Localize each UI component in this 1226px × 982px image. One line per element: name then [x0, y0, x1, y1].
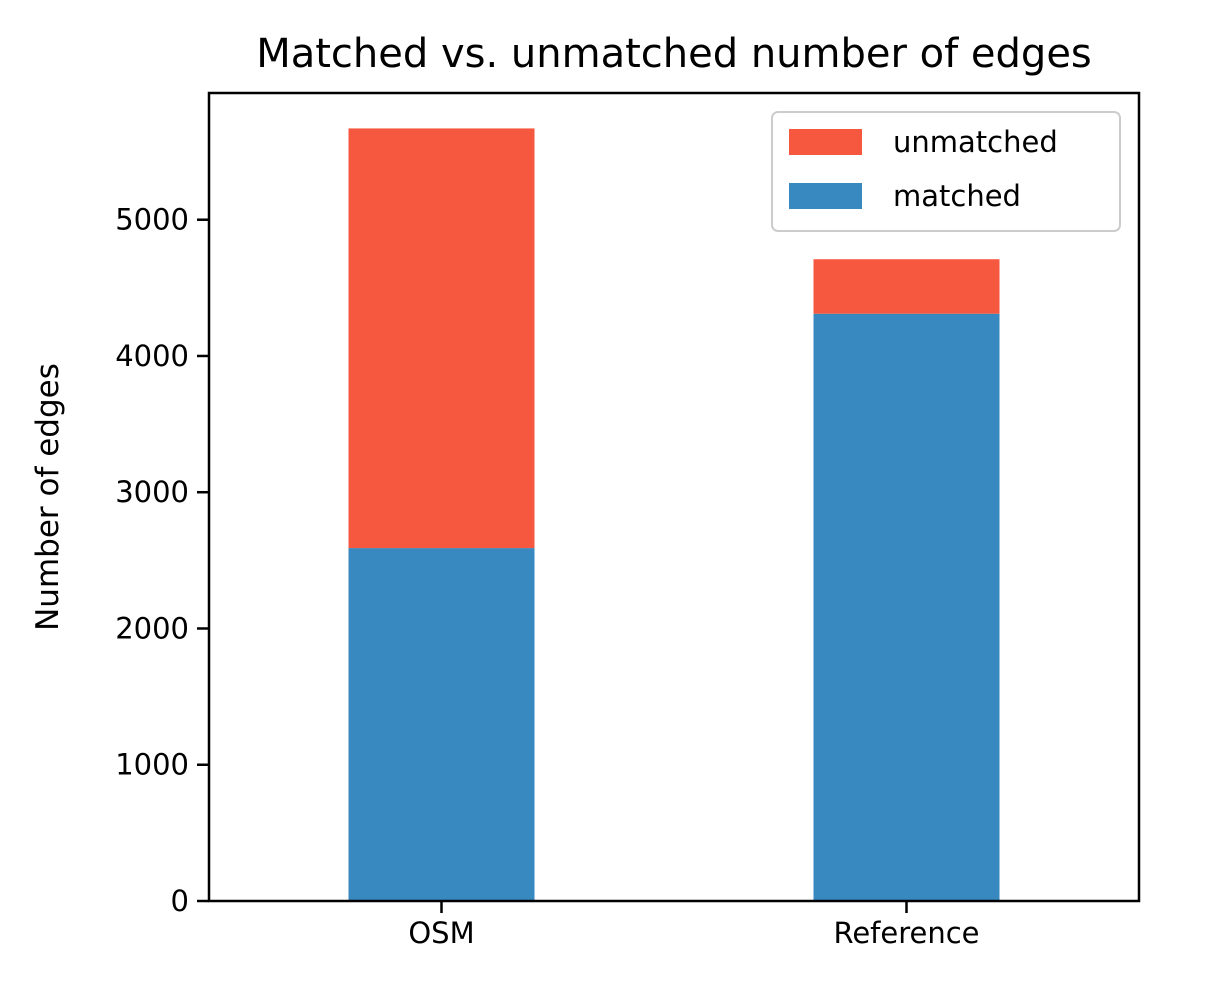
bars-group [348, 128, 1000, 901]
y-tick-label: 2000 [115, 611, 189, 645]
legend-label-unmatched: unmatched [893, 125, 1058, 159]
legend-swatch-unmatched [789, 129, 862, 155]
y-tick-label: 0 [171, 884, 189, 918]
chart-title: Matched vs. unmatched number of edges [256, 31, 1092, 77]
x-tick-label: OSM [408, 916, 474, 950]
x-tick-label: Reference [833, 916, 979, 950]
y-axis-label: Number of edges [30, 363, 66, 631]
plot-area-frame [207, 91, 1141, 903]
y-tick-label: 3000 [115, 475, 189, 509]
legend-swatch-matched [789, 183, 862, 209]
legend: unmatched matched [771, 111, 1121, 232]
y-tick-label: 5000 [115, 203, 189, 237]
bar-unmatched-reference [813, 259, 1000, 314]
bar-matched-reference [813, 313, 1000, 901]
bar-unmatched-osm [348, 128, 535, 549]
y-tick-label: 1000 [115, 748, 189, 782]
y-tick-label: 4000 [115, 339, 189, 373]
x-axis-ticks: OSM Reference [408, 901, 980, 950]
legend-label-matched: matched [893, 179, 1021, 213]
y-axis-ticks: 0 1000 2000 3000 4000 5000 [115, 203, 209, 918]
bar-matched-osm [348, 548, 535, 901]
